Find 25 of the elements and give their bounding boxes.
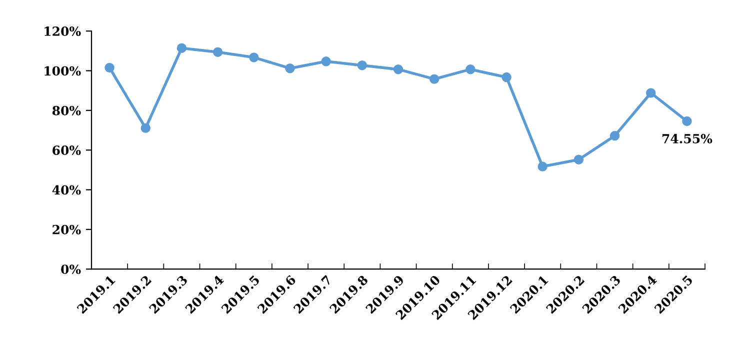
point [357, 60, 368, 70]
point [176, 43, 187, 53]
point [249, 52, 259, 62]
point [429, 74, 440, 84]
point [646, 88, 656, 98]
y-tick-label: 100% [44, 66, 81, 76]
y-tick-label: 120% [44, 26, 81, 36]
y-tick-label: 60% [52, 146, 81, 155]
y-tick-label: 40% [52, 185, 81, 195]
point [104, 62, 114, 73]
point [212, 47, 223, 57]
point [538, 162, 548, 172]
point [502, 72, 512, 82]
point [140, 123, 150, 133]
point [321, 56, 331, 66]
data-label: 74.55% [662, 134, 712, 144]
point [574, 154, 584, 164]
y-tick-label: 80% [52, 106, 81, 116]
point [466, 64, 476, 74]
point [610, 130, 620, 141]
point [393, 64, 404, 74]
point [285, 63, 295, 74]
y-tick-label: 20% [52, 224, 81, 234]
y-tick-label: 0% [61, 264, 81, 274]
point [682, 116, 692, 126]
